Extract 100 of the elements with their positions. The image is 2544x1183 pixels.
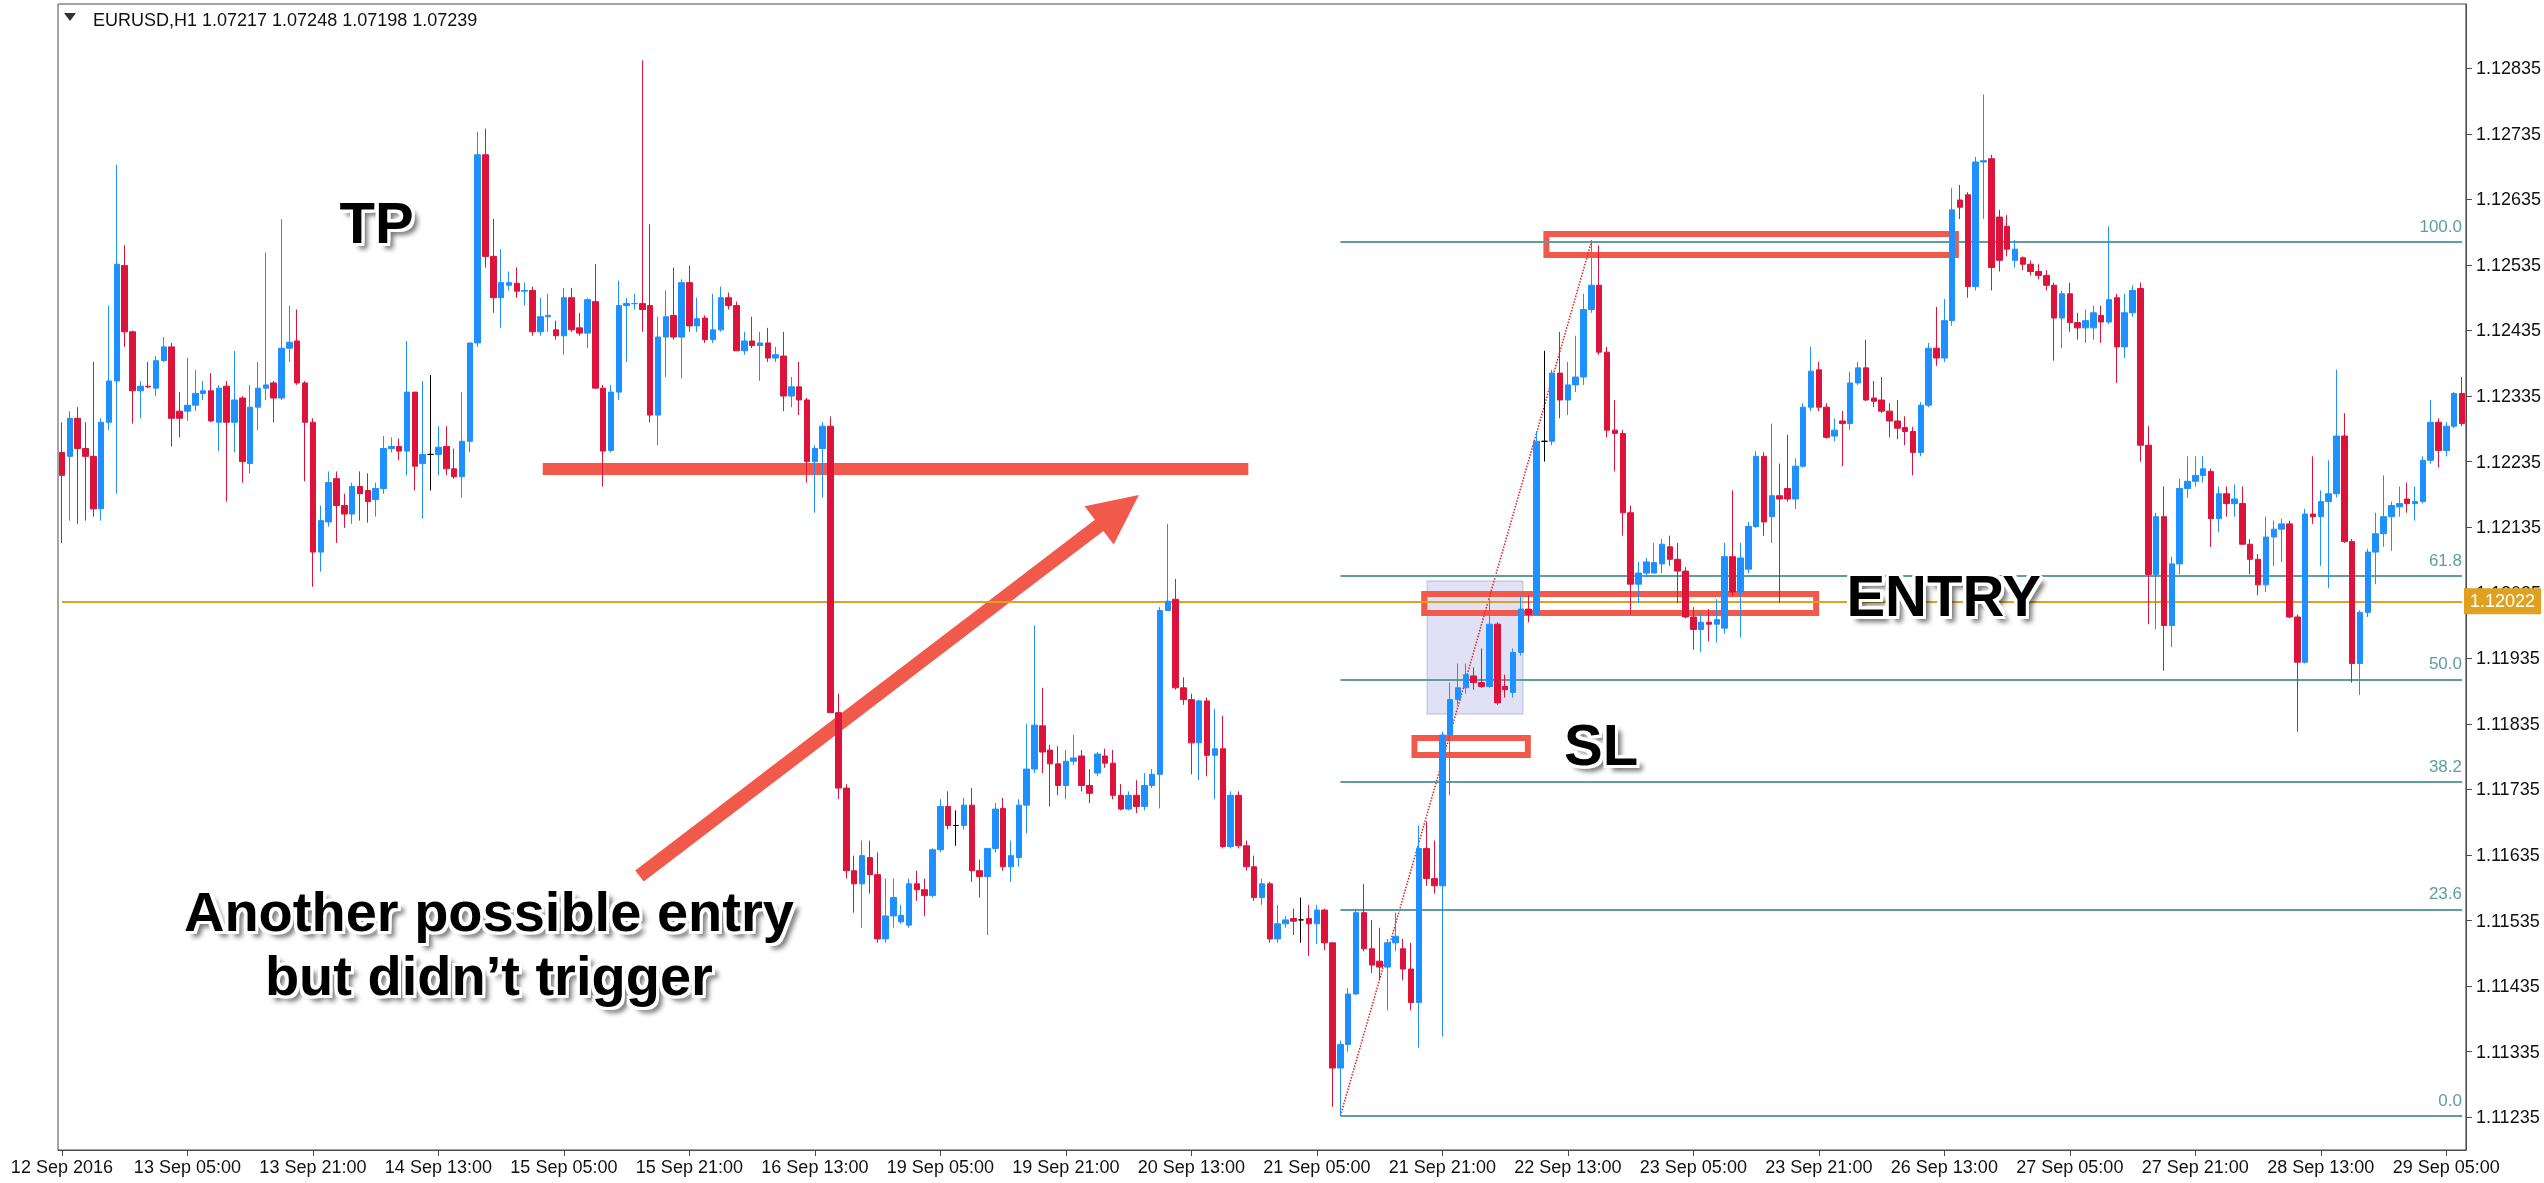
annotation: 38.2 — [2428, 757, 2462, 777]
candlestick — [1965, 191, 1971, 299]
annotation: 50.0 — [2428, 654, 2462, 674]
candlestick — [757, 331, 763, 382]
candlestick — [2161, 486, 2167, 672]
candlestick — [2153, 512, 2159, 630]
candlestick — [1298, 897, 1304, 944]
x-tick-label: 28 Sep 13:00 — [2267, 1157, 2375, 1177]
candlestick — [2412, 486, 2418, 522]
candlestick — [1729, 489, 1736, 596]
candlestick — [702, 314, 708, 344]
candlestick — [2357, 609, 2363, 696]
y-tick-label: 1.11435 — [2475, 976, 2540, 997]
y-tick-label: 1.12335 — [2475, 386, 2542, 407]
candlestick — [553, 320, 559, 341]
candlestick — [1839, 410, 1846, 467]
x-tick-label: 16 Sep 13:00 — [761, 1157, 869, 1177]
candlestick — [694, 297, 700, 333]
candlestick — [1486, 598, 1493, 689]
candlestick — [655, 316, 661, 446]
y-tick-label: 1.12835 — [2475, 58, 2542, 79]
candlestick — [1353, 908, 1359, 996]
candlestick — [2435, 417, 2442, 469]
y-tick-label: 1.12635 — [2475, 189, 2542, 210]
candlestick — [349, 482, 355, 525]
x-tick-label: 15 Sep 05:00 — [510, 1157, 618, 1177]
candlestick — [1094, 751, 1101, 777]
candlestick — [239, 395, 246, 484]
candlestick — [59, 421, 65, 544]
annotation: SL — [1563, 712, 1639, 779]
y-tick-label: 1.12435 — [2475, 320, 2542, 341]
candlestick — [1416, 824, 1422, 1049]
candlestick — [906, 878, 912, 929]
candlestick — [1455, 663, 1461, 706]
candlestick — [137, 380, 144, 419]
candlestick — [2404, 482, 2410, 514]
candlestick — [2263, 516, 2269, 593]
x-tick-label: 20 Sep 13:00 — [1137, 1157, 1245, 1177]
candlestick — [427, 374, 434, 491]
candlestick — [1157, 606, 1163, 809]
candlestick — [1220, 715, 1226, 849]
x-tick-label: 12 Sep 2016 — [10, 1157, 113, 1177]
y-tick-label: 1.11335 — [2475, 1041, 2540, 1062]
candlestick — [2106, 225, 2112, 325]
candlestick — [561, 287, 567, 356]
candlestick — [1541, 350, 1548, 463]
ref-line-label: 1.12022 — [2470, 591, 2536, 612]
candlestick — [1612, 399, 1618, 472]
candlestick — [270, 380, 277, 423]
candlestick — [1831, 417, 1838, 442]
candlestick — [780, 331, 787, 412]
candlestick — [1659, 538, 1665, 574]
candlestick — [1118, 783, 1124, 811]
candlestick — [1102, 748, 1108, 769]
annotation: 100.0 — [2419, 216, 2462, 236]
candlestick — [788, 376, 795, 408]
candlestick — [1290, 908, 1297, 936]
candlestick — [302, 380, 308, 482]
candlestick — [765, 327, 771, 363]
candlestick — [1863, 339, 1869, 402]
candlestick — [419, 380, 426, 520]
candlestick — [1008, 840, 1014, 883]
annotation: 61.8 — [2428, 550, 2462, 570]
x-tick-label: 27 Sep 21:00 — [2141, 1157, 2249, 1177]
candlestick — [2310, 455, 2316, 525]
x-tick-label: 23 Sep 21:00 — [1765, 1157, 1873, 1177]
y-tick-label: 1.11635 — [2475, 844, 2540, 865]
annotation: Another possible entry but didn’t trigger — [182, 880, 795, 1009]
candlestick — [255, 361, 261, 431]
x-tick-label: 29 Sep 05:00 — [2392, 1157, 2500, 1177]
candlestick — [1196, 699, 1202, 781]
candlestick — [357, 470, 363, 522]
candlestick — [247, 384, 253, 474]
candlestick — [2114, 293, 2120, 384]
candlestick — [772, 346, 779, 363]
candlestick — [435, 425, 442, 476]
y-tick-label: 1.11535 — [2475, 910, 2540, 931]
candlestick — [506, 270, 512, 291]
candlestick — [529, 286, 536, 337]
candlestick — [412, 391, 418, 491]
x-tick-label: 23 Sep 05:00 — [1639, 1157, 1747, 1177]
candlestick — [1761, 451, 1767, 537]
candlestick — [114, 164, 120, 495]
candlestick — [1525, 594, 1532, 623]
candlestick — [1212, 708, 1218, 800]
candlestick — [631, 293, 638, 311]
candlestick — [404, 340, 410, 476]
candlestick — [1596, 244, 1602, 356]
candlestick — [1361, 883, 1367, 952]
candlestick — [804, 397, 810, 484]
candlestick — [1267, 881, 1273, 944]
candlestick — [678, 278, 685, 379]
candlestick — [1533, 430, 1540, 615]
x-tick-label: 14 Sep 13:00 — [384, 1157, 492, 1177]
x-tick-label: 13 Sep 21:00 — [259, 1157, 367, 1177]
annotation: 0.0 — [2438, 1090, 2462, 1110]
x-tick-label: 27 Sep 05:00 — [2016, 1157, 2124, 1177]
x-tick-label: 13 Sep 05:00 — [133, 1157, 241, 1177]
y-tick-label: 1.11235 — [2475, 1107, 2540, 1128]
candlestick — [1706, 608, 1712, 642]
